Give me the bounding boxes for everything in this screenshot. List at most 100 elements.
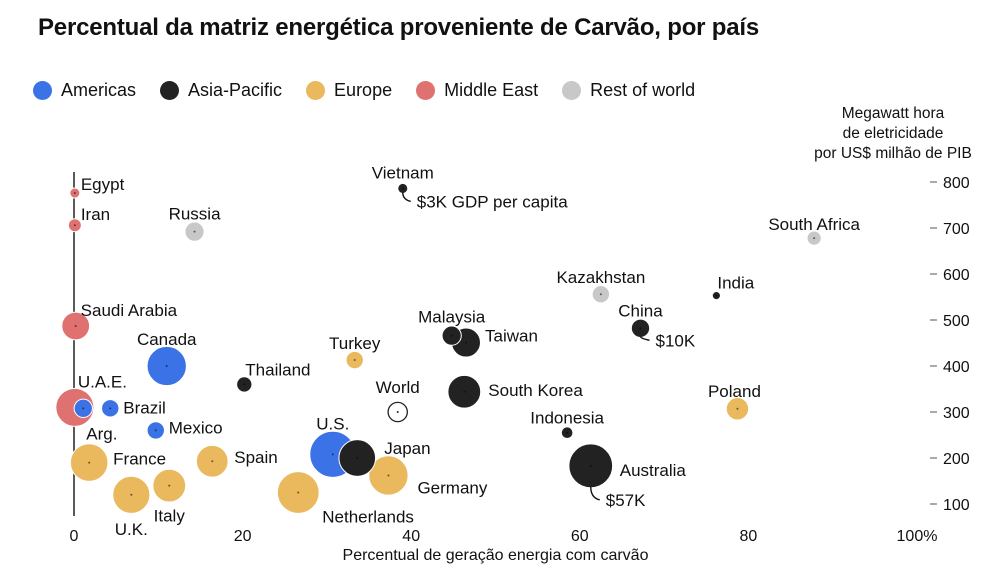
bubble-center-dot (243, 383, 246, 386)
x-tick-label: 100% (897, 528, 938, 545)
country-label: Turkey (329, 334, 381, 353)
country-label: China (618, 301, 663, 320)
bubble-center-dot (401, 187, 404, 190)
bubble-center-dot (165, 365, 168, 367)
gdp-annotation: $3K GDP per capita (417, 192, 568, 211)
bubble-center-dot (168, 484, 171, 487)
country-label: South Africa (768, 215, 860, 234)
legend-item: Europe (306, 80, 392, 101)
bubble-center-dot (387, 474, 390, 477)
bubble-center-dot (73, 192, 76, 195)
legend-item: Rest of world (562, 80, 695, 101)
bubble-center-dot (109, 407, 112, 410)
x-tick-label: 20 (234, 528, 252, 545)
bubble-center-dot (464, 341, 467, 344)
country-label: World (376, 378, 420, 397)
bubble-center-dot (82, 407, 85, 410)
bubble-center-dot (396, 411, 399, 413)
bubble-center-dot (599, 293, 602, 296)
country-label: Malaysia (418, 308, 486, 327)
country-label: Iran (81, 205, 110, 224)
bubble-center-dot (211, 460, 214, 463)
country-label: Egypt (81, 175, 125, 194)
y-tick-label: 400 (943, 359, 970, 376)
country-label: U.S. (316, 414, 349, 433)
chart-title: Percentual da matriz energética provenie… (38, 14, 759, 41)
country-label: India (717, 274, 754, 293)
bubble-center-dot (356, 457, 359, 459)
y-axis-label-line: Megawatt hora (841, 105, 945, 122)
country-label: Taiwan (485, 327, 538, 346)
bubble-center-dot (450, 334, 453, 337)
y-tick-label: 600 (943, 267, 970, 284)
legend-label: Americas (61, 80, 137, 100)
country-label: Netherlands (322, 508, 414, 527)
bubble-center-dot (331, 453, 334, 456)
bubble-center-dot (73, 224, 76, 227)
country-label: Kazakhstan (556, 268, 645, 287)
gdp-annotation: $10K (655, 331, 695, 350)
country-label: Australia (620, 461, 687, 480)
gdp-annotation: $57K (606, 491, 646, 510)
annotation-hook (639, 336, 650, 341)
country-label: Japan (384, 439, 430, 458)
x-tick-label: 80 (740, 528, 758, 545)
country-label: France (113, 450, 166, 469)
country-label: South Korea (488, 381, 583, 400)
y-tick-label: 100 (943, 497, 970, 514)
chart-legend: Americas Asia-Pacific Europe Middle East Res… (33, 80, 719, 101)
y-tick-label: 300 (943, 405, 970, 422)
country-label: Russia (169, 205, 222, 224)
bubble-center-dot (74, 324, 77, 327)
country-label: Mexico (169, 418, 223, 437)
legend-item: Asia-Pacific (160, 80, 282, 101)
country-label: Spain (234, 448, 277, 467)
bubble-center-dot (715, 294, 718, 297)
bubble-center-dot (589, 464, 592, 467)
legend-label: Europe (334, 80, 393, 100)
country-label: Canada (137, 330, 197, 349)
country-label: Vietnam (372, 163, 434, 182)
bubble-center-dot (88, 461, 91, 464)
y-axis-label: Megawatt hora de eletricidade por US$ mi… (788, 104, 998, 164)
bubble-center-dot (130, 493, 133, 496)
legend-item: Middle East (416, 80, 538, 101)
country-label: Thailand (245, 360, 310, 379)
x-axis-label: Percentual de geração energia com carvão (343, 547, 649, 564)
country-label: Saudi Arabia (81, 301, 178, 320)
x-tick-label: 60 (571, 528, 589, 545)
bubble-center-dot (639, 327, 642, 330)
legend-swatch (33, 81, 52, 100)
bubble-center-dot (297, 491, 300, 494)
legend-label: Asia-Pacific (188, 80, 283, 100)
country-label: Poland (708, 382, 761, 401)
country-label: U.K. (115, 520, 148, 539)
country-label: Brazil (123, 398, 166, 417)
bubble-center-dot (463, 390, 466, 393)
legend-label: Rest of world (590, 80, 696, 100)
bubble-center-dot (813, 237, 816, 240)
legend-swatch (416, 81, 436, 100)
y-tick-label: 500 (943, 313, 970, 330)
annotation-hook (402, 192, 411, 203)
legend-swatch (306, 81, 326, 100)
bubble-center-dot (193, 230, 196, 233)
bubble-center-dot (566, 431, 569, 434)
legend-swatch (562, 81, 582, 100)
y-tick-label: 700 (943, 221, 970, 238)
annotation-hook (590, 486, 600, 501)
legend-swatch (160, 81, 180, 100)
y-axis-label-line: por US$ milhão de PIB (814, 145, 972, 162)
country-label: Indonesia (530, 409, 604, 428)
bubble-center-dot (154, 429, 157, 432)
y-axis-label-line: de eletricidade (842, 125, 944, 142)
x-tick-label: 0 (70, 528, 79, 545)
legend-item: Americas (33, 80, 136, 101)
country-label: Germany (417, 478, 487, 497)
y-tick-label: 800 (943, 175, 970, 192)
bubble-center-dot (353, 359, 356, 362)
y-tick-label: 200 (943, 451, 970, 468)
bubble-center-dot (736, 407, 739, 410)
x-tick-label: 40 (402, 528, 420, 545)
